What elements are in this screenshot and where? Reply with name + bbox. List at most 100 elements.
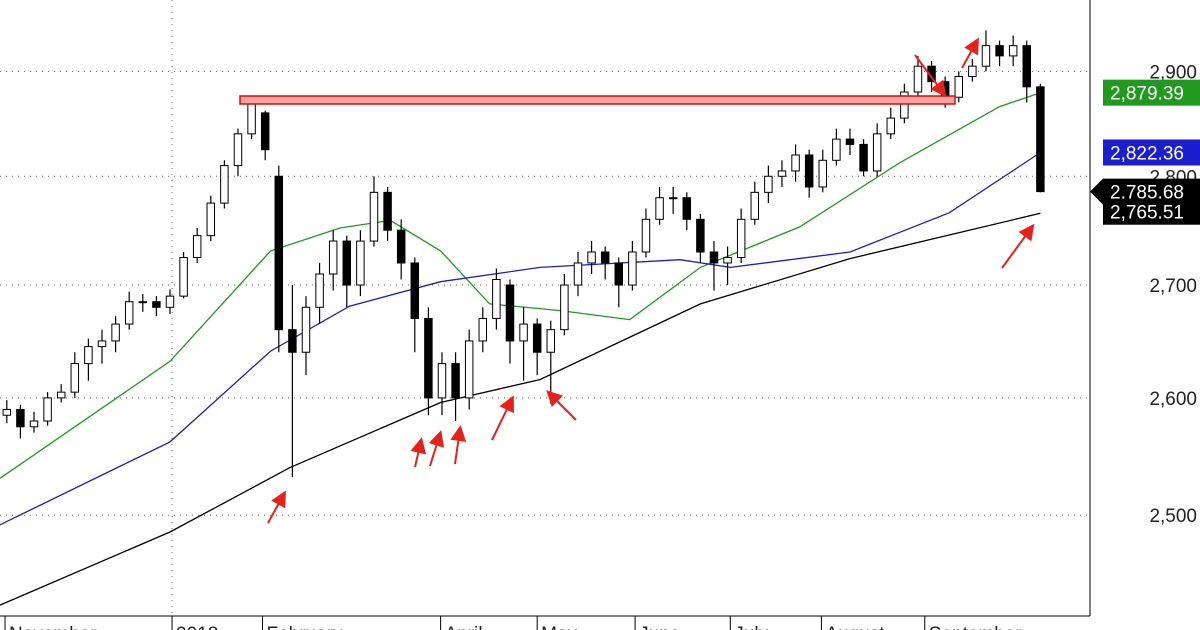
moving-average xyxy=(0,212,1041,606)
candle-body xyxy=(900,91,909,119)
candle-body xyxy=(356,240,365,286)
candle-body xyxy=(1008,45,1018,57)
candle-body xyxy=(260,112,270,151)
candle-body xyxy=(97,340,107,348)
candle-body xyxy=(274,175,284,331)
candle-body xyxy=(396,229,406,264)
candle-body xyxy=(723,256,732,264)
candle-body xyxy=(437,363,447,399)
candle-body xyxy=(29,420,39,428)
candle-body xyxy=(682,197,692,220)
candle-body xyxy=(750,191,760,220)
y-tick-label: 2,700 xyxy=(1149,276,1197,297)
candle-body xyxy=(247,99,256,135)
candle-body xyxy=(478,317,488,342)
candle-body xyxy=(179,256,188,297)
candle-body xyxy=(872,133,882,172)
candle-body xyxy=(859,143,868,172)
candle-body xyxy=(315,273,324,308)
candle-body xyxy=(764,175,773,193)
candle-body xyxy=(410,262,420,319)
candle-body xyxy=(138,301,148,304)
candle-body xyxy=(328,240,338,275)
candle-body xyxy=(818,159,828,188)
moving-average xyxy=(0,151,1041,526)
candle-body xyxy=(600,251,610,264)
x-tick-label: May xyxy=(541,624,577,630)
candle-body xyxy=(192,235,202,258)
price-tag xyxy=(1103,139,1200,166)
candle-body xyxy=(886,117,896,135)
candle-body xyxy=(940,81,950,98)
candle-body xyxy=(546,329,556,353)
y-tick-label: 2,900 xyxy=(1149,62,1197,83)
candle-body xyxy=(709,251,719,264)
candle-body xyxy=(696,218,705,253)
candle-body xyxy=(668,197,678,200)
candle-body xyxy=(492,279,501,319)
x-tick-label: September xyxy=(929,624,1023,630)
candle-body xyxy=(614,262,624,286)
candle-body xyxy=(111,323,120,342)
candle-body xyxy=(968,65,977,77)
price-tag xyxy=(1103,79,1200,106)
candle-body xyxy=(16,408,25,428)
candle-body xyxy=(641,218,651,253)
candle-body xyxy=(369,191,379,242)
y-tick-label: 2,600 xyxy=(1149,389,1197,410)
price-tag-label: 2,822.36 xyxy=(1110,143,1184,164)
candle-body xyxy=(560,284,569,331)
candle-body xyxy=(573,262,583,286)
candle-body xyxy=(56,391,66,399)
y-tick-label: 2,500 xyxy=(1149,506,1197,527)
candle-body xyxy=(995,45,1004,57)
candle-body xyxy=(804,154,814,188)
candle-body xyxy=(206,202,216,237)
candle-body xyxy=(505,284,515,342)
price-tag-label: 2,765.51 xyxy=(1110,203,1184,224)
candle-body xyxy=(165,295,175,308)
candle-body xyxy=(288,329,297,353)
candle-body xyxy=(1022,45,1032,88)
x-tick-label: April xyxy=(445,624,483,630)
candle-body xyxy=(43,397,52,422)
candle-body xyxy=(913,65,923,93)
candle-body xyxy=(84,346,93,365)
candle-body xyxy=(655,197,664,220)
candle-body xyxy=(1036,86,1045,193)
candle-body xyxy=(451,363,460,399)
candle-body xyxy=(791,154,800,172)
x-tick-label: July xyxy=(734,624,768,630)
price-tag-label: 2,879.39 xyxy=(1110,84,1184,105)
resistance-zone xyxy=(239,95,956,105)
price-tag xyxy=(1103,198,1200,225)
candle-body xyxy=(532,323,542,353)
candle-body xyxy=(233,133,243,167)
candle-body xyxy=(342,240,352,286)
price-tag-label: 2,785.68 xyxy=(1110,183,1184,204)
candle-body xyxy=(981,45,991,67)
candle-body xyxy=(124,301,134,325)
candle-body xyxy=(2,408,12,416)
candle-body xyxy=(383,191,392,231)
candle-body xyxy=(954,75,964,98)
price-tag xyxy=(1090,178,1200,205)
candle-body xyxy=(519,323,528,342)
candle-body xyxy=(152,301,161,308)
x-tick-label: June xyxy=(639,624,680,630)
candle-body xyxy=(628,251,637,286)
x-tick-label: November xyxy=(9,624,97,630)
candle-body xyxy=(424,317,433,399)
annotation-arrows xyxy=(267,37,1035,524)
x-tick-label: August xyxy=(825,624,885,630)
candle-body xyxy=(70,363,80,393)
candle-body xyxy=(777,170,787,177)
candle-body xyxy=(736,218,746,258)
candle-body xyxy=(464,340,474,399)
candle-body xyxy=(301,306,311,353)
x-tick-label: 2018 xyxy=(176,624,218,630)
candle-body xyxy=(220,165,229,204)
candle-body xyxy=(845,138,855,145)
